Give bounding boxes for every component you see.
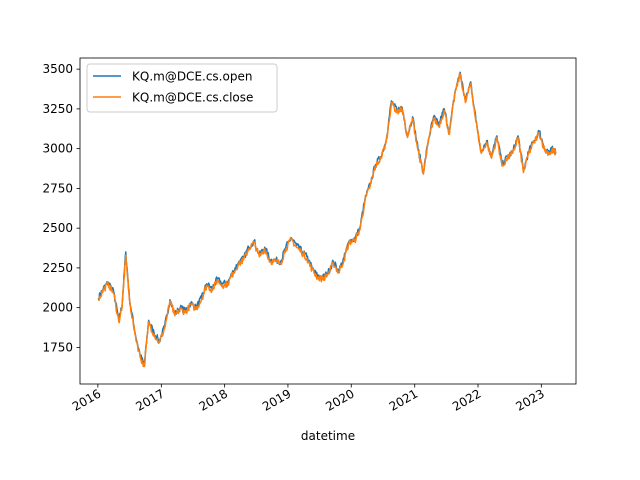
axes-frame (79, 57, 577, 385)
legend: KQ.m@DCE.cs.open KQ.m@DCE.cs.close (86, 63, 278, 113)
x-axis: 2016 2017 2018 2019 2020 2021 2022 2023 (70, 384, 547, 414)
plot-area (79, 57, 577, 385)
y-tick-label: 2750 (42, 181, 73, 195)
x-tick-label: 2020 (323, 386, 356, 413)
y-tick-label: 2250 (42, 261, 73, 275)
x-tick-label: 2018 (197, 386, 230, 413)
y-tick-label: 2000 (42, 301, 73, 315)
x-tick-label: 2017 (133, 386, 166, 413)
series-line-open (97, 71, 557, 366)
x-axis-label: datetime (301, 429, 355, 443)
y-tick-label: 1750 (42, 340, 73, 354)
y-tick-label: 2500 (42, 221, 73, 235)
x-tick-label: 2021 (387, 386, 420, 413)
legend-label: KQ.m@DCE.cs.open (132, 70, 252, 84)
y-tick-label: 3000 (42, 142, 73, 156)
y-axis: 1750 2000 2250 2500 2750 3000 3250 3500 (42, 62, 80, 354)
x-tick-label: 2022 (450, 386, 483, 413)
legend-label: KQ.m@DCE.cs.close (132, 91, 253, 105)
x-tick-label: 2023 (513, 386, 546, 413)
y-tick-label: 3250 (42, 102, 73, 116)
x-tick-label: 2016 (70, 386, 103, 413)
series-line-close (97, 72, 557, 368)
y-tick-label: 3500 (42, 62, 73, 76)
legend-box (86, 63, 278, 113)
x-tick-label: 2019 (260, 386, 293, 413)
